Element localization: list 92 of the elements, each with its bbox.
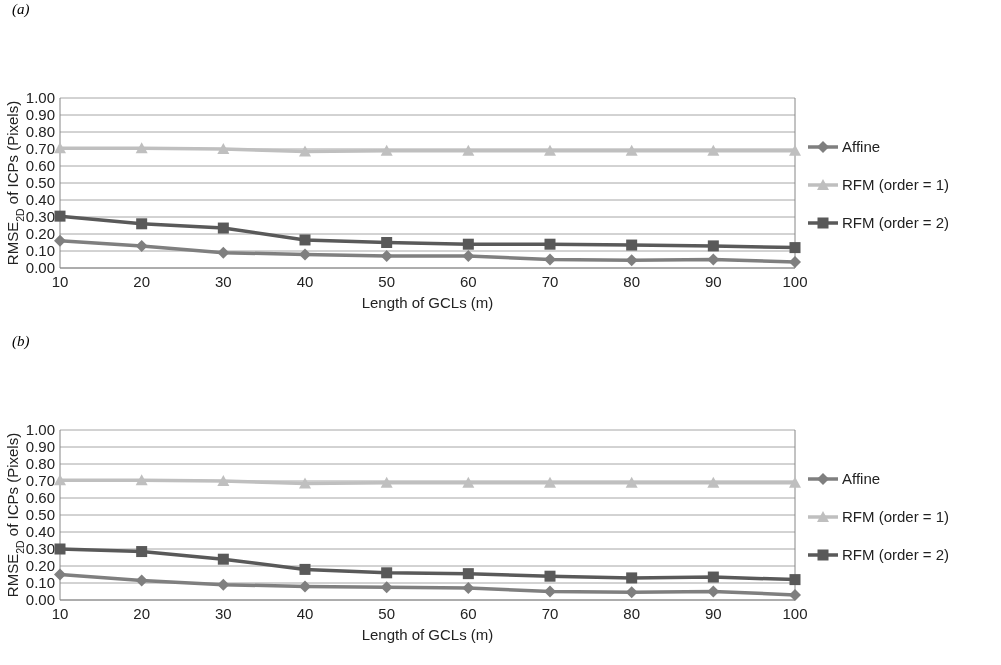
point [626, 239, 638, 251]
y-tick-label: 0.80 [25, 123, 55, 141]
y-tick-label: 0.70 [25, 472, 55, 490]
x-tick-label: 100 [782, 273, 808, 290]
point [544, 570, 556, 582]
legend-label: RFM (order = 2) [842, 214, 950, 232]
x-tick-label: 60 [459, 605, 477, 622]
point [136, 546, 148, 558]
point [135, 142, 148, 154]
point [789, 256, 801, 269]
x-tick-label: 70 [541, 605, 559, 622]
point [54, 234, 66, 247]
point [626, 572, 638, 584]
y-tick-label: 0.20 [25, 225, 55, 243]
point [217, 222, 229, 234]
legend-label: Affine [842, 138, 881, 156]
point [462, 238, 474, 250]
point [707, 240, 719, 252]
x-tick-label: 50 [378, 605, 396, 622]
point [54, 210, 66, 222]
point [299, 234, 311, 246]
legend-label: RFM (order = 2) [842, 546, 950, 564]
y-tick-label: 0.50 [25, 174, 55, 192]
x-axis-title: Length of GCLs (m) [361, 626, 494, 643]
point [625, 476, 638, 488]
y-tick-label: 0.20 [25, 557, 55, 575]
point [462, 476, 475, 488]
x-tick-label: 30 [214, 273, 232, 290]
x-axis-title: Length of GCLs (m) [361, 294, 494, 311]
y-tick-label: 0.60 [25, 489, 55, 507]
point [54, 568, 66, 581]
x-tick-label: 50 [378, 273, 396, 290]
x-tick-label: 40 [296, 273, 314, 290]
y-tick-label: 0.50 [25, 506, 55, 524]
legend-label: Affine [842, 470, 881, 488]
point [707, 476, 720, 488]
chart-title: (b) [12, 333, 30, 350]
point [381, 237, 393, 248]
point [299, 145, 311, 157]
y-tick-label: 0.90 [25, 106, 55, 124]
chart-title: (a) [12, 1, 30, 18]
y-tick-label: 0.40 [25, 523, 55, 541]
x-tick-label: 90 [704, 605, 722, 622]
point [299, 580, 311, 593]
point [380, 144, 393, 156]
point [136, 218, 148, 230]
y-tick-label: 0.10 [25, 242, 55, 260]
point [789, 588, 801, 601]
x-tick-label: 40 [296, 605, 314, 622]
legend-label: RFM (order = 1) [842, 508, 950, 526]
y-tick-label: 0.30 [25, 208, 55, 226]
point [299, 563, 311, 575]
point [544, 585, 556, 598]
legend-label: RFM (order = 1) [842, 176, 950, 194]
point [381, 567, 393, 579]
y-tick-label: 1.00 [25, 89, 55, 107]
point [544, 144, 556, 156]
point [625, 144, 638, 156]
y-tick-label: 0.90 [25, 438, 55, 456]
x-tick-label: 80 [623, 273, 641, 290]
point [544, 253, 556, 266]
y-tick-label: 0.60 [25, 157, 55, 175]
y-tick-label: 0.30 [25, 540, 55, 558]
point [789, 574, 801, 586]
x-tick-label: 20 [133, 605, 151, 622]
point [544, 476, 556, 488]
point [217, 475, 230, 486]
point [789, 242, 801, 254]
x-tick-label: 90 [704, 273, 722, 290]
point [544, 238, 556, 250]
point [380, 476, 393, 488]
y-tick-label: 0.10 [25, 574, 55, 592]
x-tick-label: 20 [133, 273, 151, 290]
point [299, 248, 311, 261]
x-tick-label: 60 [459, 273, 477, 290]
x-tick-label: 100 [782, 605, 808, 622]
point [707, 571, 719, 583]
point [217, 553, 229, 565]
point [462, 568, 474, 580]
point [707, 144, 720, 156]
x-tick-label: 70 [541, 273, 559, 290]
point [54, 543, 66, 555]
x-tick-label: 80 [623, 605, 641, 622]
x-tick-label: 30 [214, 605, 232, 622]
y-tick-label: 0.40 [25, 191, 55, 209]
point [135, 474, 148, 486]
point [217, 143, 230, 154]
y-tick-label: 0.80 [25, 455, 55, 473]
y-tick-label: 1.00 [25, 421, 55, 439]
point [299, 477, 311, 489]
point [462, 144, 475, 156]
y-tick-label: 0.70 [25, 140, 55, 158]
